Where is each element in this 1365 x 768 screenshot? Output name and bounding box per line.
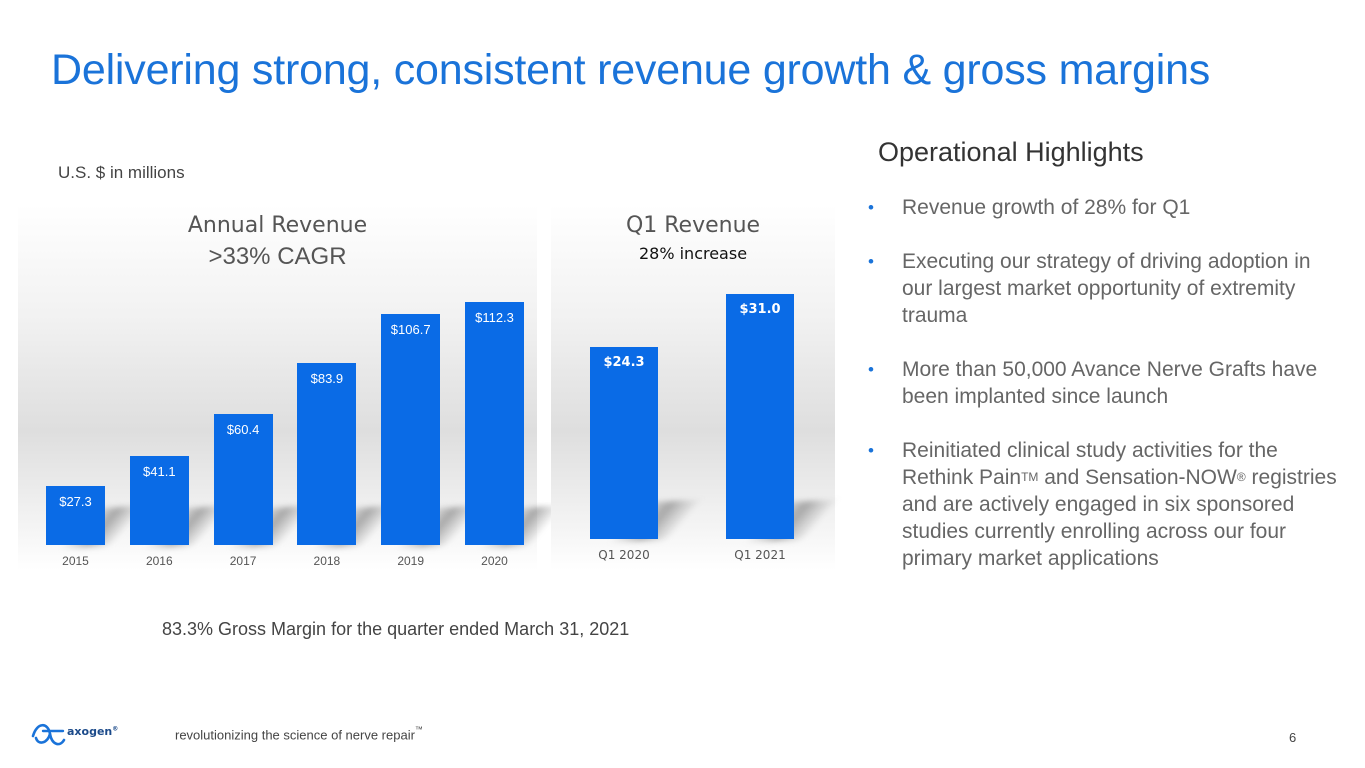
bar-2017 — [213, 414, 273, 545]
bar-2015 — [46, 485, 105, 545]
bar-2019 — [381, 313, 441, 545]
data-label: $106.7 — [390, 321, 431, 337]
highlight-text: Reinitiated clinical study activities fo… — [902, 439, 1337, 570]
bullet-icon: • — [868, 360, 874, 379]
logo-wordmark: axogen® — [67, 725, 119, 738]
data-label: $24.3 — [603, 354, 645, 370]
chart-subtitle: 28% increase — [638, 244, 748, 263]
highlight-item: • Executing our strategy of driving adop… — [868, 248, 1338, 329]
bar-2016 — [129, 456, 189, 545]
highlight-text: Revenue growth of 28% for Q1 — [902, 196, 1191, 219]
x-tick-label: 2016 — [145, 554, 173, 568]
bar-2018 — [297, 363, 357, 545]
slide-title: Delivering strong, consistent revenue gr… — [51, 46, 1211, 94]
highlights-heading: Operational Highlights — [878, 137, 1144, 167]
highlight-text-part: registries and are actively engaged in s… — [902, 466, 1337, 570]
x-tick-label: 2015 — [62, 554, 89, 568]
trademark-mark: TM — [1021, 470, 1039, 484]
highlights-list: • Revenue growth of 28% for Q1 • Executi… — [868, 194, 1338, 599]
data-label: $60.4 — [226, 422, 260, 438]
x-tick-label: 2018 — [313, 554, 341, 568]
x-tick-label: Q1 2021 — [734, 548, 786, 562]
highlight-item: • More than 50,000 Avance Nerve Grafts h… — [868, 356, 1338, 410]
bullet-icon: • — [868, 441, 874, 460]
data-label: $27.3 — [59, 493, 92, 509]
bullet-icon: • — [868, 198, 874, 217]
chart-title: Annual Revenue — [187, 213, 368, 238]
x-tick-label: 2017 — [229, 554, 257, 568]
units-note: U.S. $ in millions — [58, 163, 185, 182]
bar-q1-2020 — [590, 346, 658, 539]
highlight-item: • Revenue growth of 28% for Q1 — [868, 194, 1338, 221]
chart-subtitle: >33% CAGR — [208, 243, 347, 270]
data-label: $83.9 — [310, 371, 344, 387]
bullet-icon: • — [868, 252, 874, 271]
q1-revenue-chart: Q1 Revenue 28% increase $24.3 Q1 2020 $31.… — [551, 205, 838, 570]
highlight-text-part: and Sensation-NOW — [1038, 466, 1237, 489]
gross-margin-note: 83.3% Gross Margin for the quarter ended… — [162, 619, 630, 639]
page-number: 6 — [1289, 730, 1297, 745]
data-label: $31.0 — [739, 302, 781, 317]
annual-revenue-chart: Annual Revenue >33% CAGR $27.3 2015 $41.1 2… — [18, 205, 565, 570]
highlight-item: • Reinitiated clinical study activities … — [868, 437, 1338, 572]
highlight-text-part: Reinitiated clinical study activities fo… — [902, 439, 1278, 489]
x-tick-label: 2019 — [397, 554, 425, 568]
axogen-logo: axogen® — [30, 718, 118, 750]
highlight-text: More than 50,000 Avance Nerve Grafts hav… — [902, 358, 1318, 408]
bar-q1-2021 — [726, 294, 794, 539]
x-tick-label: Q1 2020 — [598, 548, 650, 562]
highlight-text: Executing our strategy of driving adopti… — [902, 250, 1311, 327]
axogen-logo-icon — [31, 723, 66, 746]
data-label: $41.1 — [143, 464, 176, 479]
chart-title: Q1 Revenue — [625, 213, 761, 238]
bar-2020 — [465, 301, 524, 545]
registered-mark: ® — [1236, 470, 1246, 484]
data-label: $112.3 — [475, 309, 514, 325]
trademark-mark: ™ — [414, 725, 423, 734]
x-tick-label: 2020 — [481, 554, 508, 568]
footer-tagline: revolutionizing the science of nerve rep… — [175, 725, 423, 743]
